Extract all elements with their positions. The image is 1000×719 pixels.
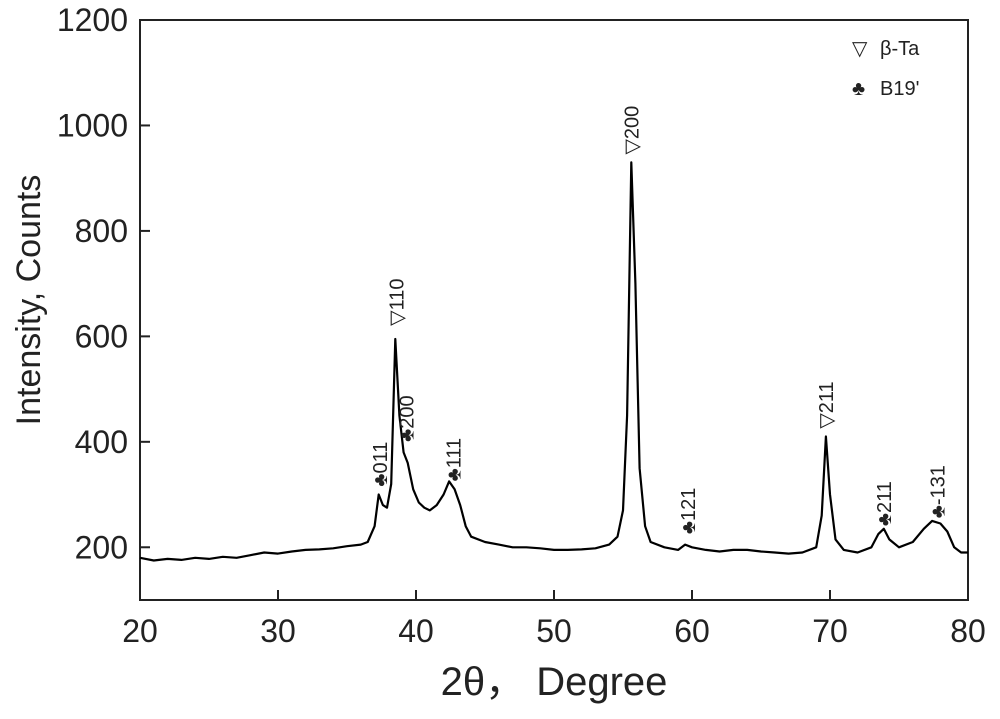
peak-symbol: ▽ xyxy=(816,413,838,429)
peak-label: 011 xyxy=(370,442,392,474)
y-tick-label: 200 xyxy=(75,529,128,565)
y-tick-label: 1000 xyxy=(57,107,128,143)
x-tick-label: 70 xyxy=(812,613,848,649)
legend-symbol: ♣ xyxy=(852,78,865,100)
peak-annotation: ♣121 xyxy=(678,488,700,535)
peak-label: 110 xyxy=(387,279,409,311)
peak-label: 200 xyxy=(396,395,418,428)
peak-label: 211 xyxy=(874,481,896,513)
peak-annotation: ♣200 xyxy=(396,395,418,442)
x-tick-label: 80 xyxy=(950,613,986,649)
peak-annotation: ♣011 xyxy=(370,442,392,487)
y-axis-label: Intensity, Counts xyxy=(10,175,48,426)
peak-annotation: ▽110 xyxy=(387,279,409,326)
peak-label: 200 xyxy=(621,106,643,139)
peak-annotation: ▽200 xyxy=(621,106,643,155)
peak-symbol: ♣ xyxy=(370,474,392,487)
y-tick-label: 600 xyxy=(75,318,128,354)
peak-annotation: ♣111 xyxy=(443,438,465,482)
peak-label: -131 xyxy=(928,465,950,505)
legend-symbol: ▽ xyxy=(852,38,868,60)
peak-label: 121 xyxy=(678,488,700,521)
x-axis-label: 2θ， Degree xyxy=(441,660,668,704)
x-tick-label: 50 xyxy=(536,613,572,649)
x-tick-label: 30 xyxy=(260,613,296,649)
y-tick-label: 1200 xyxy=(57,2,128,38)
peak-symbol: ♣ xyxy=(396,429,418,442)
chart: 2θ， Degree Intensity, Counts 20 30 40 50 60 7… xyxy=(0,0,1000,714)
peak-symbol: ▽ xyxy=(621,138,643,154)
peak-symbol: ♣ xyxy=(678,521,700,534)
legend-label: B19' xyxy=(880,78,919,100)
x-tick-label: 60 xyxy=(674,613,710,649)
legend-label: β-Ta xyxy=(880,38,920,60)
y-tick-label: 800 xyxy=(75,213,128,249)
x-tick-label: 20 xyxy=(122,613,158,649)
peak-annotation: ▽211 xyxy=(816,381,838,428)
peak-annotation: ♣-131 xyxy=(928,465,950,518)
peak-symbol: ▽ xyxy=(387,310,409,326)
y-tick-label: 400 xyxy=(75,424,128,460)
peak-label: 211 xyxy=(816,381,838,413)
x-tick-label: 40 xyxy=(398,613,434,649)
spectrum-line xyxy=(140,162,968,560)
peak-annotation: ♣211 xyxy=(874,481,896,526)
peak-symbol: ♣ xyxy=(443,468,465,481)
peak-symbol: ♣ xyxy=(874,513,896,526)
peak-label: 111 xyxy=(443,438,465,468)
plot-frame xyxy=(140,20,968,600)
peak-symbol: ♣ xyxy=(928,505,950,518)
